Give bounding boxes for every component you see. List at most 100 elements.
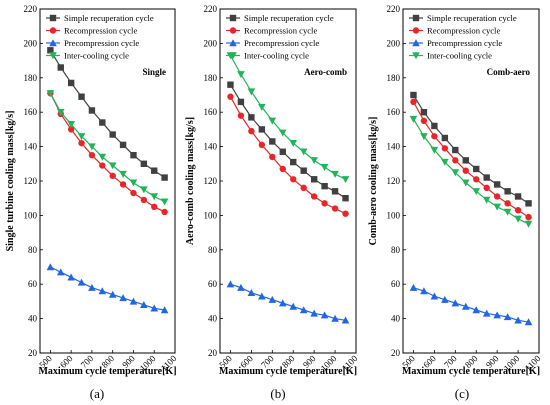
data-point <box>462 157 469 164</box>
y-tick-label: 100 <box>387 210 401 220</box>
series-4 <box>226 52 350 184</box>
data-point <box>88 143 96 151</box>
series-line <box>413 287 529 323</box>
legend-marker <box>229 14 237 22</box>
data-point <box>258 141 266 149</box>
y-tick-label: 100 <box>204 210 218 220</box>
legend-entry: Recompression cycle <box>64 26 137 36</box>
series-line <box>229 96 346 215</box>
data-point <box>504 188 511 195</box>
data-point <box>473 176 480 183</box>
data-point <box>514 316 522 324</box>
legend-marker <box>412 39 420 47</box>
data-point <box>290 158 297 166</box>
data-point <box>331 188 339 195</box>
data-point <box>310 309 318 317</box>
data-point <box>493 311 501 319</box>
data-point <box>67 121 75 129</box>
data-point <box>268 295 277 303</box>
legend-entry: Recompression cycle <box>244 26 317 36</box>
data-point <box>119 294 127 302</box>
data-point <box>483 174 490 181</box>
y-tick-label: 180 <box>204 73 218 83</box>
data-point <box>237 112 245 119</box>
data-point <box>525 200 532 207</box>
y-tick-label: 160 <box>204 107 218 117</box>
data-point <box>98 287 107 295</box>
data-point <box>140 160 148 167</box>
data-point <box>483 184 490 192</box>
data-point <box>46 263 55 271</box>
data-point <box>237 283 245 291</box>
legend-entry: Precompression cycle <box>64 38 139 48</box>
series-line <box>230 283 346 321</box>
y-tick-label: 160 <box>24 107 38 117</box>
data-point <box>108 162 117 170</box>
data-point <box>248 127 255 135</box>
data-point <box>227 81 234 88</box>
data-point <box>410 91 417 99</box>
data-point <box>140 186 148 194</box>
legend-entry: Inter-cooling cycle <box>244 51 309 61</box>
data-point <box>299 148 308 156</box>
data-point <box>78 93 85 100</box>
data-point <box>341 316 350 324</box>
data-point <box>98 153 107 161</box>
panel-label: Comb-aero <box>487 67 531 77</box>
data-point <box>331 314 339 322</box>
data-point <box>258 126 266 133</box>
data-point <box>88 283 96 291</box>
data-point <box>119 141 127 149</box>
legend-marker <box>412 27 420 34</box>
data-point <box>452 157 459 164</box>
legend-entry: Recompression cycle <box>427 26 500 36</box>
data-point <box>67 79 75 87</box>
data-point <box>420 109 428 116</box>
data-point <box>441 134 449 142</box>
y-tick-label: 100 <box>24 210 38 220</box>
y-tick-label: 20 <box>208 348 218 358</box>
data-point <box>279 165 286 173</box>
legend-marker <box>49 39 57 47</box>
legend-marker <box>229 39 237 47</box>
data-point <box>430 292 439 300</box>
data-point <box>461 302 470 310</box>
legend-marker <box>49 52 57 60</box>
panel-caption: (c) <box>455 386 469 401</box>
y-tick-label: 40 <box>28 314 38 324</box>
data-point <box>67 126 75 133</box>
legend-marker <box>49 14 57 22</box>
data-point <box>160 306 169 314</box>
data-point <box>462 167 469 174</box>
legend-entry: Simple recuperation cycle <box>427 13 517 23</box>
y-tick-label: 40 <box>208 314 218 324</box>
data-point <box>46 90 55 98</box>
data-point <box>289 139 298 147</box>
x-axis-title: Maximum cycle temperature[K] <box>219 366 357 377</box>
data-point <box>150 193 159 201</box>
data-point <box>161 208 168 216</box>
data-point <box>342 210 349 217</box>
series-2 <box>227 93 349 217</box>
y-tick-label: 200 <box>204 38 218 48</box>
panel-label: Aero-comb <box>304 67 347 77</box>
data-point <box>420 133 428 141</box>
plot-frame <box>219 8 357 354</box>
legend-entry: Simple recuperation cycle <box>64 13 154 23</box>
y-tick-label: 220 <box>387 4 401 14</box>
data-point <box>56 268 65 276</box>
data-point <box>108 290 117 298</box>
data-point <box>161 174 168 181</box>
data-point <box>342 195 349 202</box>
series-3 <box>46 263 169 314</box>
data-point <box>431 133 438 140</box>
data-point <box>226 280 235 288</box>
data-point <box>461 179 470 187</box>
y-axis-title: Single turbine cooling mass[kg/s] <box>5 111 16 252</box>
data-point <box>227 93 234 100</box>
data-point <box>420 287 428 295</box>
data-point <box>430 146 439 154</box>
y-tick-label: 120 <box>204 176 218 186</box>
y-tick-label: 180 <box>387 73 401 83</box>
